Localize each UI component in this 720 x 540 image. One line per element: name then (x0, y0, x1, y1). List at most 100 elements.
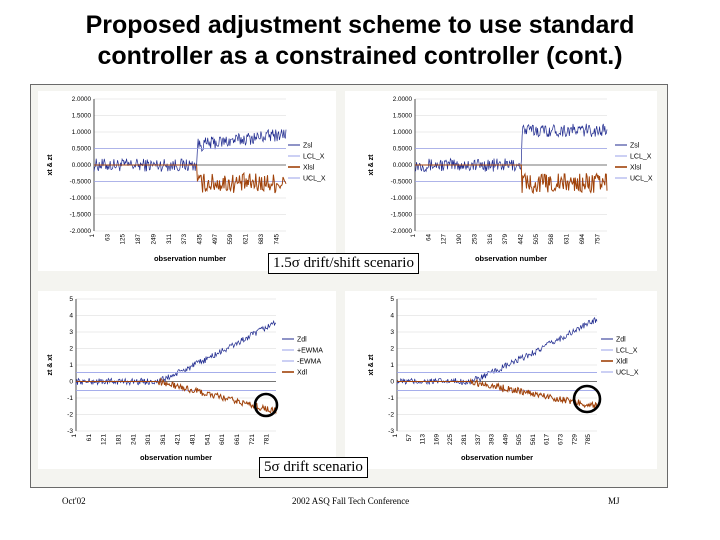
highlight-circle (253, 392, 279, 418)
legend-label: -EWMA (297, 359, 321, 366)
x-tick-label: 1 (89, 234, 96, 238)
legend-label: UCL_X (630, 176, 653, 183)
y-axis-title: xt & zt (47, 154, 54, 176)
x-tick-label: 57 (406, 434, 413, 442)
chart-panel-bottom-right: 5 4 3 2 1 0 -1 -2 -3 1 57 113 169 225 281 337 393 449 505 5… (345, 291, 657, 469)
y-tick-label: -2.0000 (70, 228, 92, 235)
x-tick-label: 181 (115, 434, 122, 445)
x-tick-label: 241 (130, 434, 137, 445)
x-tick-label: 481 (190, 434, 197, 445)
series-line-x (76, 377, 277, 414)
y-tick-label: -3 (67, 428, 73, 435)
legend-label: LCL_X (616, 348, 638, 355)
series-line-z (93, 128, 287, 172)
y-tick-label: -1.5000 (391, 212, 413, 219)
y-tick-label: 0.5000 (393, 146, 413, 153)
y-tick-label: 1.5000 (72, 113, 92, 120)
series-line-z (396, 316, 598, 386)
series-line-z (414, 123, 608, 173)
x-tick-label: 121 (101, 434, 108, 445)
legend-label: Zdl (297, 337, 307, 344)
y-tick-label: 1 (390, 362, 394, 369)
x-tick-label: 379 (502, 234, 509, 245)
caption-drift: 5σ drift scenario (259, 457, 368, 478)
x-tick-label: 311 (166, 234, 173, 245)
x-tick-label: 113 (420, 434, 427, 445)
x-tick-label: 421 (175, 434, 182, 445)
chart-top-right: 2.0000 1.5000 1.0000 0.5000 0.0000 -0.5000 -1.… (368, 96, 653, 263)
x-tick-label: 361 (160, 434, 167, 445)
x-axis-title: observation number (140, 453, 212, 462)
x-tick-label: 541 (204, 434, 211, 445)
x-tick-label: 729 (571, 434, 578, 445)
x-tick-label: 373 (181, 234, 188, 245)
y-tick-label: -1 (67, 395, 73, 402)
y-tick-label: 0 (69, 379, 73, 386)
y-tick-label: 0.0000 (393, 162, 413, 169)
footer-conference: 2002 ASQ Fall Tech Conference (292, 496, 410, 506)
x-tick-label: 559 (227, 234, 234, 245)
y-axis-title: zt & xt (47, 354, 54, 376)
x-tick-label: 125 (120, 234, 127, 245)
x-axis-title: observation number (154, 254, 226, 263)
highlight-circle (572, 384, 602, 414)
y-tick-label: 0 (390, 379, 394, 386)
caption-drift-shift: 1.5σ drift/shift scenario (268, 253, 419, 274)
x-tick-label: 757 (594, 234, 601, 245)
x-tick-label: 631 (564, 234, 571, 245)
x-tick-label: 721 (249, 434, 256, 445)
x-tick-label: 316 (487, 234, 494, 245)
y-tick-label: -3 (388, 428, 394, 435)
chart-panel-top-right: 2.0000 1.5000 1.0000 0.5000 0.0000 -0.5000 -1.… (345, 91, 657, 271)
y-tick-label: 0.5000 (72, 146, 92, 153)
y-tick-label: 1.0000 (393, 129, 413, 136)
x-tick-label: 1 (410, 234, 417, 238)
x-tick-label: 169 (433, 434, 440, 445)
x-tick-label: 337 (475, 434, 482, 445)
x-tick-label: 187 (135, 234, 142, 245)
x-tick-label: 601 (219, 434, 226, 445)
legend-label: LCL_X (630, 154, 652, 161)
y-tick-label: -0.5000 (70, 179, 92, 186)
y-tick-label: 4 (69, 313, 73, 320)
chart-top-left: 2.0000 1.5000 1.0000 0.5000 0.0000 -0.5000 -1.… (47, 96, 326, 263)
x-tick-label: 127 (441, 234, 448, 245)
series-line-x (94, 164, 287, 194)
y-tick-label: -1 (388, 395, 394, 402)
series-line-x (397, 377, 598, 409)
slide-title-line-2: controller as a constrained controller (… (97, 42, 623, 70)
x-tick-label: 253 (471, 234, 478, 245)
y-tick-label: -2 (388, 412, 394, 419)
x-tick-label: 64 (425, 234, 432, 242)
x-axis-title: observation number (475, 254, 547, 263)
x-tick-label: 435 (197, 234, 204, 245)
x-tick-label: 568 (548, 234, 555, 245)
y-tick-label: 2.0000 (72, 96, 92, 103)
legend-label: Zsl (303, 143, 313, 150)
y-tick-label: 1 (69, 362, 73, 369)
y-tick-label: -1.5000 (70, 212, 92, 219)
y-tick-label: -1.0000 (391, 195, 413, 202)
y-tick-label: 3 (69, 329, 73, 336)
x-tick-label: 694 (579, 234, 586, 245)
legend-label: +EWMA (297, 348, 323, 355)
y-axis-title: xt & zt (368, 154, 375, 176)
x-tick-label: 497 (212, 234, 219, 245)
y-tick-label: -2.0000 (391, 228, 413, 235)
legend-label: UCL_X (303, 176, 326, 183)
x-tick-label: 281 (461, 434, 468, 445)
footer-author: MJ (608, 496, 620, 506)
x-tick-label: 190 (456, 234, 463, 245)
legend-label: Zdl (616, 337, 626, 344)
x-tick-label: 1 (392, 434, 399, 438)
legend-label: Zsl (630, 143, 640, 150)
y-tick-label: -2 (67, 412, 73, 419)
x-tick-label: 673 (558, 434, 565, 445)
slide-title: Proposed adjustment scheme to use standa… (0, 10, 720, 72)
y-tick-label: 4 (390, 313, 394, 320)
x-tick-label: 63 (104, 234, 111, 242)
y-axis-title: xt & zt (368, 354, 375, 376)
y-tick-label: -0.5000 (391, 179, 413, 186)
